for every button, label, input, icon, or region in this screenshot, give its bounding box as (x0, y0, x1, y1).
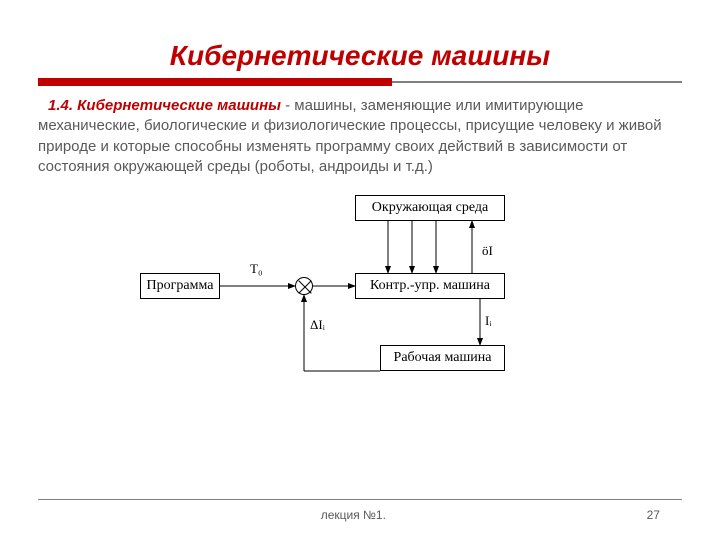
label-oI: öI (482, 243, 493, 259)
footer-rule (38, 499, 682, 500)
rule-thick (38, 78, 392, 86)
footer-page: 27 (647, 508, 660, 522)
footer: лекция №1. 27 (0, 508, 720, 522)
label-Ii: Iᵢ (485, 313, 491, 329)
label-dI: ΔIᵢ (310, 317, 325, 333)
label-T0: T₀ (250, 261, 262, 277)
body-paragraph: 1.4. Кибернетические машины - машины, за… (38, 96, 682, 177)
page-title: Кибернетические машины (38, 40, 682, 72)
node-control: Контр.-упр. машина (355, 273, 505, 299)
block-diagram: Окружающая среда Программа Контр.-упр. маш… (140, 195, 580, 385)
node-env: Окружающая среда (355, 195, 505, 221)
node-summing-junction (295, 277, 313, 295)
footer-center: лекция №1. (321, 508, 386, 522)
node-worker: Рабочая машина (380, 345, 505, 371)
para-heading: 1.4. Кибернетические машины (48, 97, 281, 114)
title-rule (38, 78, 682, 86)
node-program: Программа (140, 273, 220, 299)
